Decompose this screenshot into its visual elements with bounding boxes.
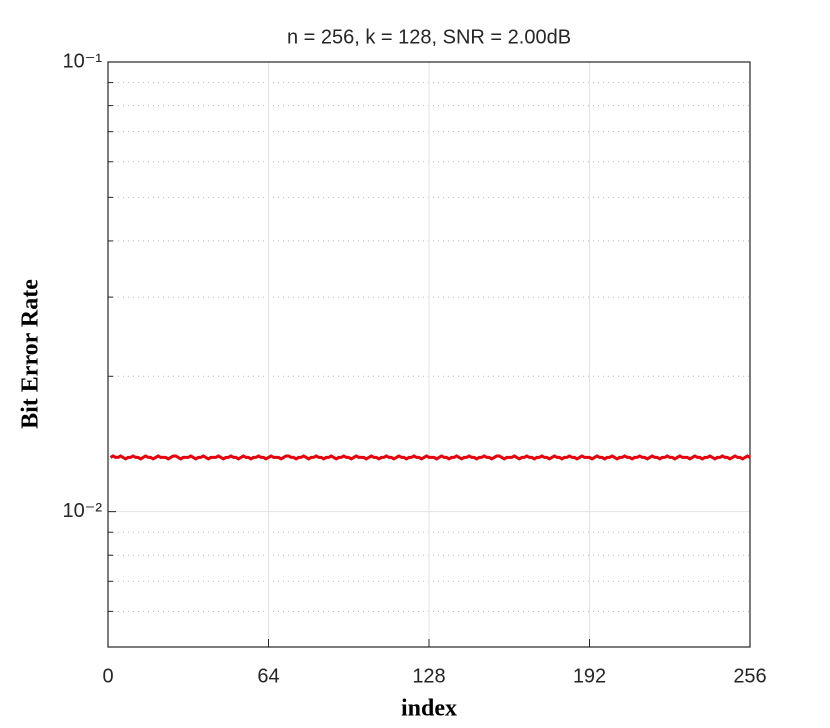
x-tick-label: 192 xyxy=(573,665,606,687)
chart-title: n = 256, k = 128, SNR = 2.00dB xyxy=(287,26,571,48)
y-axis-label: Bit Error Rate xyxy=(18,279,44,429)
y-tick-label: 10⁻¹ xyxy=(63,50,103,72)
x-tick-label: 64 xyxy=(257,665,279,687)
x-tick-label: 0 xyxy=(102,665,113,687)
y-tick-label: 10⁻² xyxy=(63,500,103,522)
x-tick-label: 128 xyxy=(412,665,445,687)
plot-frame xyxy=(107,61,751,648)
x-tick-label: 256 xyxy=(733,665,766,687)
data-line xyxy=(109,454,751,461)
x-axis-label: index xyxy=(401,696,457,722)
